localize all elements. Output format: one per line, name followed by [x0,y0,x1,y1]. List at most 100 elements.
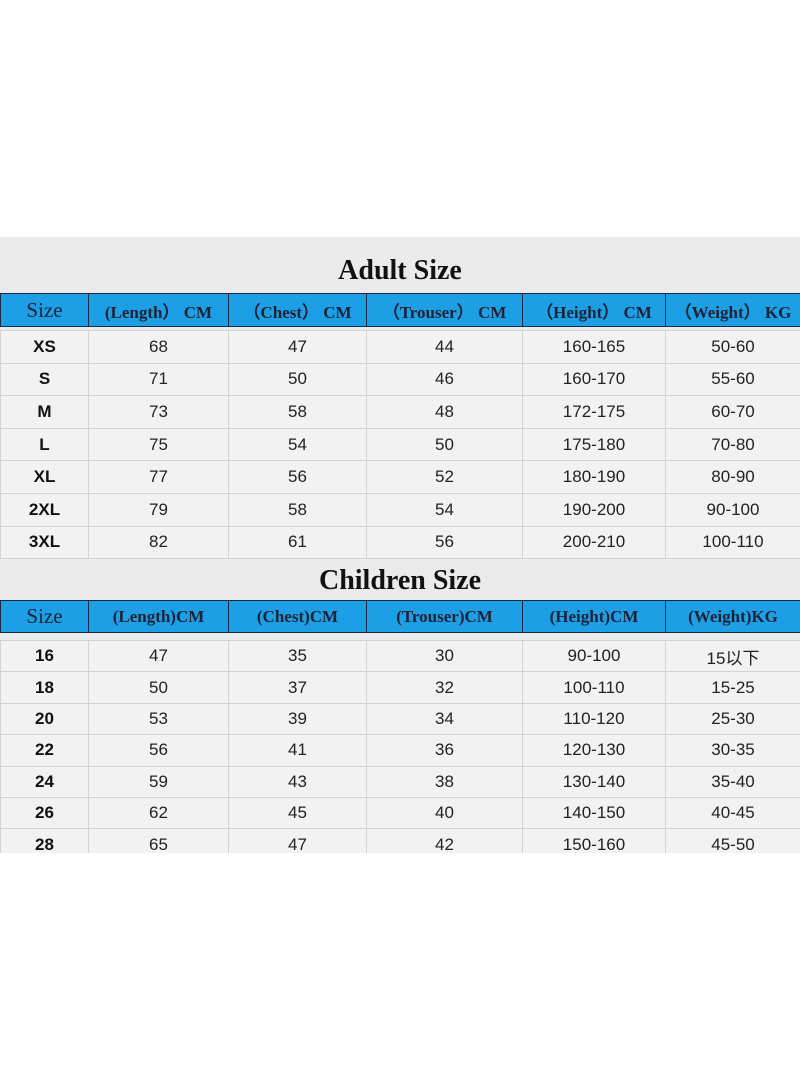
table-cell: 82 [88,525,229,560]
table-cell: 50 [366,427,523,462]
table-cell: 45-50 [665,828,800,853]
table-cell: 71 [88,362,229,397]
table-cell: 65 [88,828,229,853]
table-cell: 28 [0,828,89,853]
table-cell: 50 [88,671,229,704]
table-cell: 15以下 [665,640,800,673]
table-cell: 75 [88,427,229,462]
table-cell: 18 [0,671,89,704]
table-cell: 80-90 [665,460,800,494]
table-cell: 55-60 [665,362,800,397]
table-cell: 100-110 [522,671,666,704]
table-cell: 47 [88,640,229,673]
table-cell: 175-180 [522,427,666,462]
header-cell: （Trouser） CM [366,293,523,327]
table-cell: XL [0,460,89,494]
table-cell: 52 [366,460,523,494]
size-chart: Adult Size Size (Length） CM （Chest） CM （Trou… [0,237,800,853]
table-cell: 38 [366,765,523,798]
header-cell: (Weight)KG [665,600,800,633]
table-cell: XS [0,330,89,364]
table-cell: 58 [228,395,367,429]
table-cell: 48 [366,395,523,429]
table-cell: 37 [228,671,367,704]
table-cell: 32 [366,671,523,704]
table-cell: 53 [88,702,229,736]
section-title: Adult Size [338,255,462,286]
table-cell: 130-140 [522,765,666,798]
table-cell: 120-130 [522,734,666,767]
table-cell: 2XL [0,493,89,527]
table-cell: 35-40 [665,765,800,798]
header-cell: (Trouser)CM [366,600,523,633]
table-cell: 30-35 [665,734,800,767]
header-cell: (Height)CM [522,600,666,633]
table-cell: 50 [228,362,367,397]
table-cell: 100-110 [665,525,800,560]
header-cell: （Weight） KG [665,293,800,327]
table-cell: 79 [88,493,229,527]
table-cell: 56 [366,525,523,560]
section-title: Children Size [318,565,482,596]
table-cell: 40-45 [665,797,800,830]
table-cell: 77 [88,460,229,494]
table-cell: 25-30 [665,702,800,736]
table-cell: 110-120 [522,702,666,736]
header-cell: (Chest)CM [228,600,367,633]
table-cell: 15-25 [665,671,800,704]
table-cell: 39 [228,702,367,736]
table-cell: 60-70 [665,395,800,429]
table-cell: 56 [88,734,229,767]
table-cell: 150-160 [522,828,666,853]
table-cell: 41 [228,734,367,767]
table-cell: 70-80 [665,427,800,462]
table-cell: 90-100 [665,493,800,527]
table-cell: 34 [366,702,523,736]
table-cell: 61 [228,525,367,560]
table-cell: 16 [0,640,89,673]
header-cell: (Length)CM [88,600,229,633]
table-cell: S [0,362,89,397]
table-cell: 180-190 [522,460,666,494]
table-cell: L [0,427,89,462]
table-cell: 43 [228,765,367,798]
table-cell: 160-170 [522,362,666,397]
table-cell: 73 [88,395,229,429]
table-cell: 56 [228,460,367,494]
header-cell: Size [0,600,89,633]
table-cell: 30 [366,640,523,673]
table-cell: 90-100 [522,640,666,673]
table-cell: 35 [228,640,367,673]
table-cell: 36 [366,734,523,767]
table-cell: 40 [366,797,523,830]
header-cell: （Height） CM [522,293,666,327]
table-cell: 59 [88,765,229,798]
table-cell: 3XL [0,525,89,560]
table-cell: 200-210 [522,525,666,560]
table-cell: 58 [228,493,367,527]
table-cell: 54 [366,493,523,527]
table-cell: 140-150 [522,797,666,830]
table-cell: 172-175 [522,395,666,429]
table-cell: 22 [0,734,89,767]
table-cell: 68 [88,330,229,364]
table-cell: 190-200 [522,493,666,527]
table-cell: 46 [366,362,523,397]
table-cell: 62 [88,797,229,830]
table-cell: M [0,395,89,429]
header-cell: （Chest） CM [228,293,367,327]
table-cell: 42 [366,828,523,853]
table-cell: 54 [228,427,367,462]
header-cell: (Length） CM [88,293,229,327]
table-cell: 45 [228,797,367,830]
table-cell: 20 [0,702,89,736]
table-cell: 160-165 [522,330,666,364]
header-cell: Size [0,293,89,327]
table-cell: 50-60 [665,330,800,364]
table-cell: 26 [0,797,89,830]
table-cell: 47 [228,330,367,364]
table-cell: 24 [0,765,89,798]
table-cell: 47 [228,828,367,853]
table-cell: 44 [366,330,523,364]
